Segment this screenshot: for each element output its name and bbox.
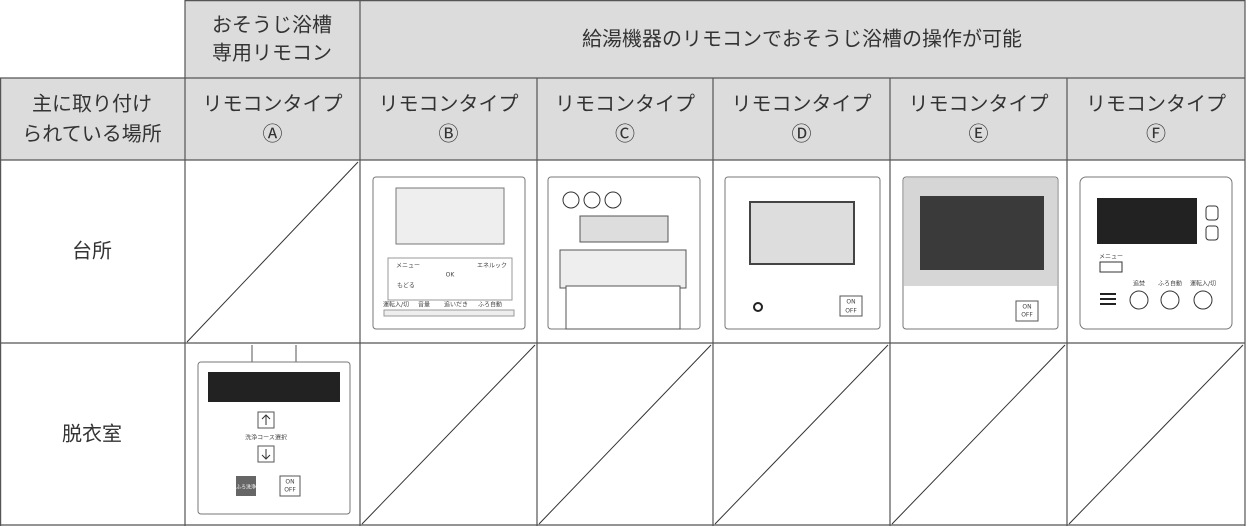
button-label: 追焚 — [1133, 280, 1145, 288]
header-bg — [185, 0, 1245, 78]
button-label: OFF — [845, 308, 857, 315]
button-label: メニュー — [1099, 254, 1123, 261]
remote-c — [547, 176, 701, 330]
button-label: ふろ自動 — [1158, 280, 1182, 288]
type-header: リモコンタイプ — [203, 92, 343, 116]
type-header: リモコンタイプ — [732, 92, 872, 116]
row-label: 脱衣室 — [62, 422, 122, 446]
not-applicable — [186, 161, 1244, 525]
button-label: 運転入/切 — [383, 301, 409, 309]
type-header: リモコンタイプ — [1086, 92, 1226, 116]
button-label: ふろ洗浄 — [236, 484, 256, 491]
row-label: 台所 — [72, 239, 112, 263]
button-label: エネルック — [477, 263, 507, 270]
button-label: OFF — [284, 487, 296, 494]
type-header: Ⓔ — [969, 122, 989, 146]
button-label: OK — [446, 272, 456, 279]
remote-b: メニュー OK もどる エネルック 運転入/切 音量 追いだき ふろ自動 — [372, 176, 526, 330]
button-label: ON — [285, 479, 294, 486]
type-headers: リモコンタイプ Ⓐ リモコンタイプ Ⓑ リモコンタイプ Ⓒ リモコンタイプ Ⓓ リモコンタイプ Ⓔ… — [203, 92, 1227, 146]
type-header: Ⓒ — [615, 122, 635, 146]
row-header: 主に取り付け — [32, 92, 152, 116]
type-header: Ⓐ — [263, 122, 283, 146]
button-label: ふろ自動 — [478, 301, 502, 309]
remote-a: 洗浄コース選択 ふろ洗浄 ON OFF — [197, 345, 351, 515]
remote-e: ON OFF — [902, 176, 1059, 330]
type-header: Ⓑ — [439, 122, 459, 146]
button-label: ON — [1022, 304, 1031, 311]
button-label: 洗浄コース選択 — [245, 434, 287, 442]
button-label: 追いだき — [444, 301, 468, 309]
type-header: リモコンタイプ — [909, 92, 1049, 116]
button-label: もどる — [397, 282, 415, 290]
button-label: メニュー — [396, 263, 420, 270]
button-label: 音量 — [418, 301, 430, 309]
header-text: 給湯機器のリモコンでおそうじ浴槽の操作が可能 — [582, 27, 1022, 51]
button-label: ON — [846, 299, 855, 306]
type-header: Ⓕ — [1146, 122, 1166, 146]
button-label: OFF — [1021, 312, 1033, 319]
type-row-bg — [0, 78, 1245, 160]
type-header: Ⓓ — [792, 122, 812, 146]
header-text: 専用リモコン — [212, 41, 332, 65]
remote-d: ON OFF — [724, 176, 881, 330]
button-label: 運転入/切 — [1190, 280, 1216, 288]
row-header: られている場所 — [22, 122, 161, 146]
remote-f: メニュー 追焚 ふろ自動 運転入/切 — [1079, 176, 1233, 330]
header-text: おそうじ浴槽 — [212, 13, 332, 37]
type-header: リモコンタイプ — [379, 92, 519, 116]
type-header: リモコンタイプ — [555, 92, 695, 116]
